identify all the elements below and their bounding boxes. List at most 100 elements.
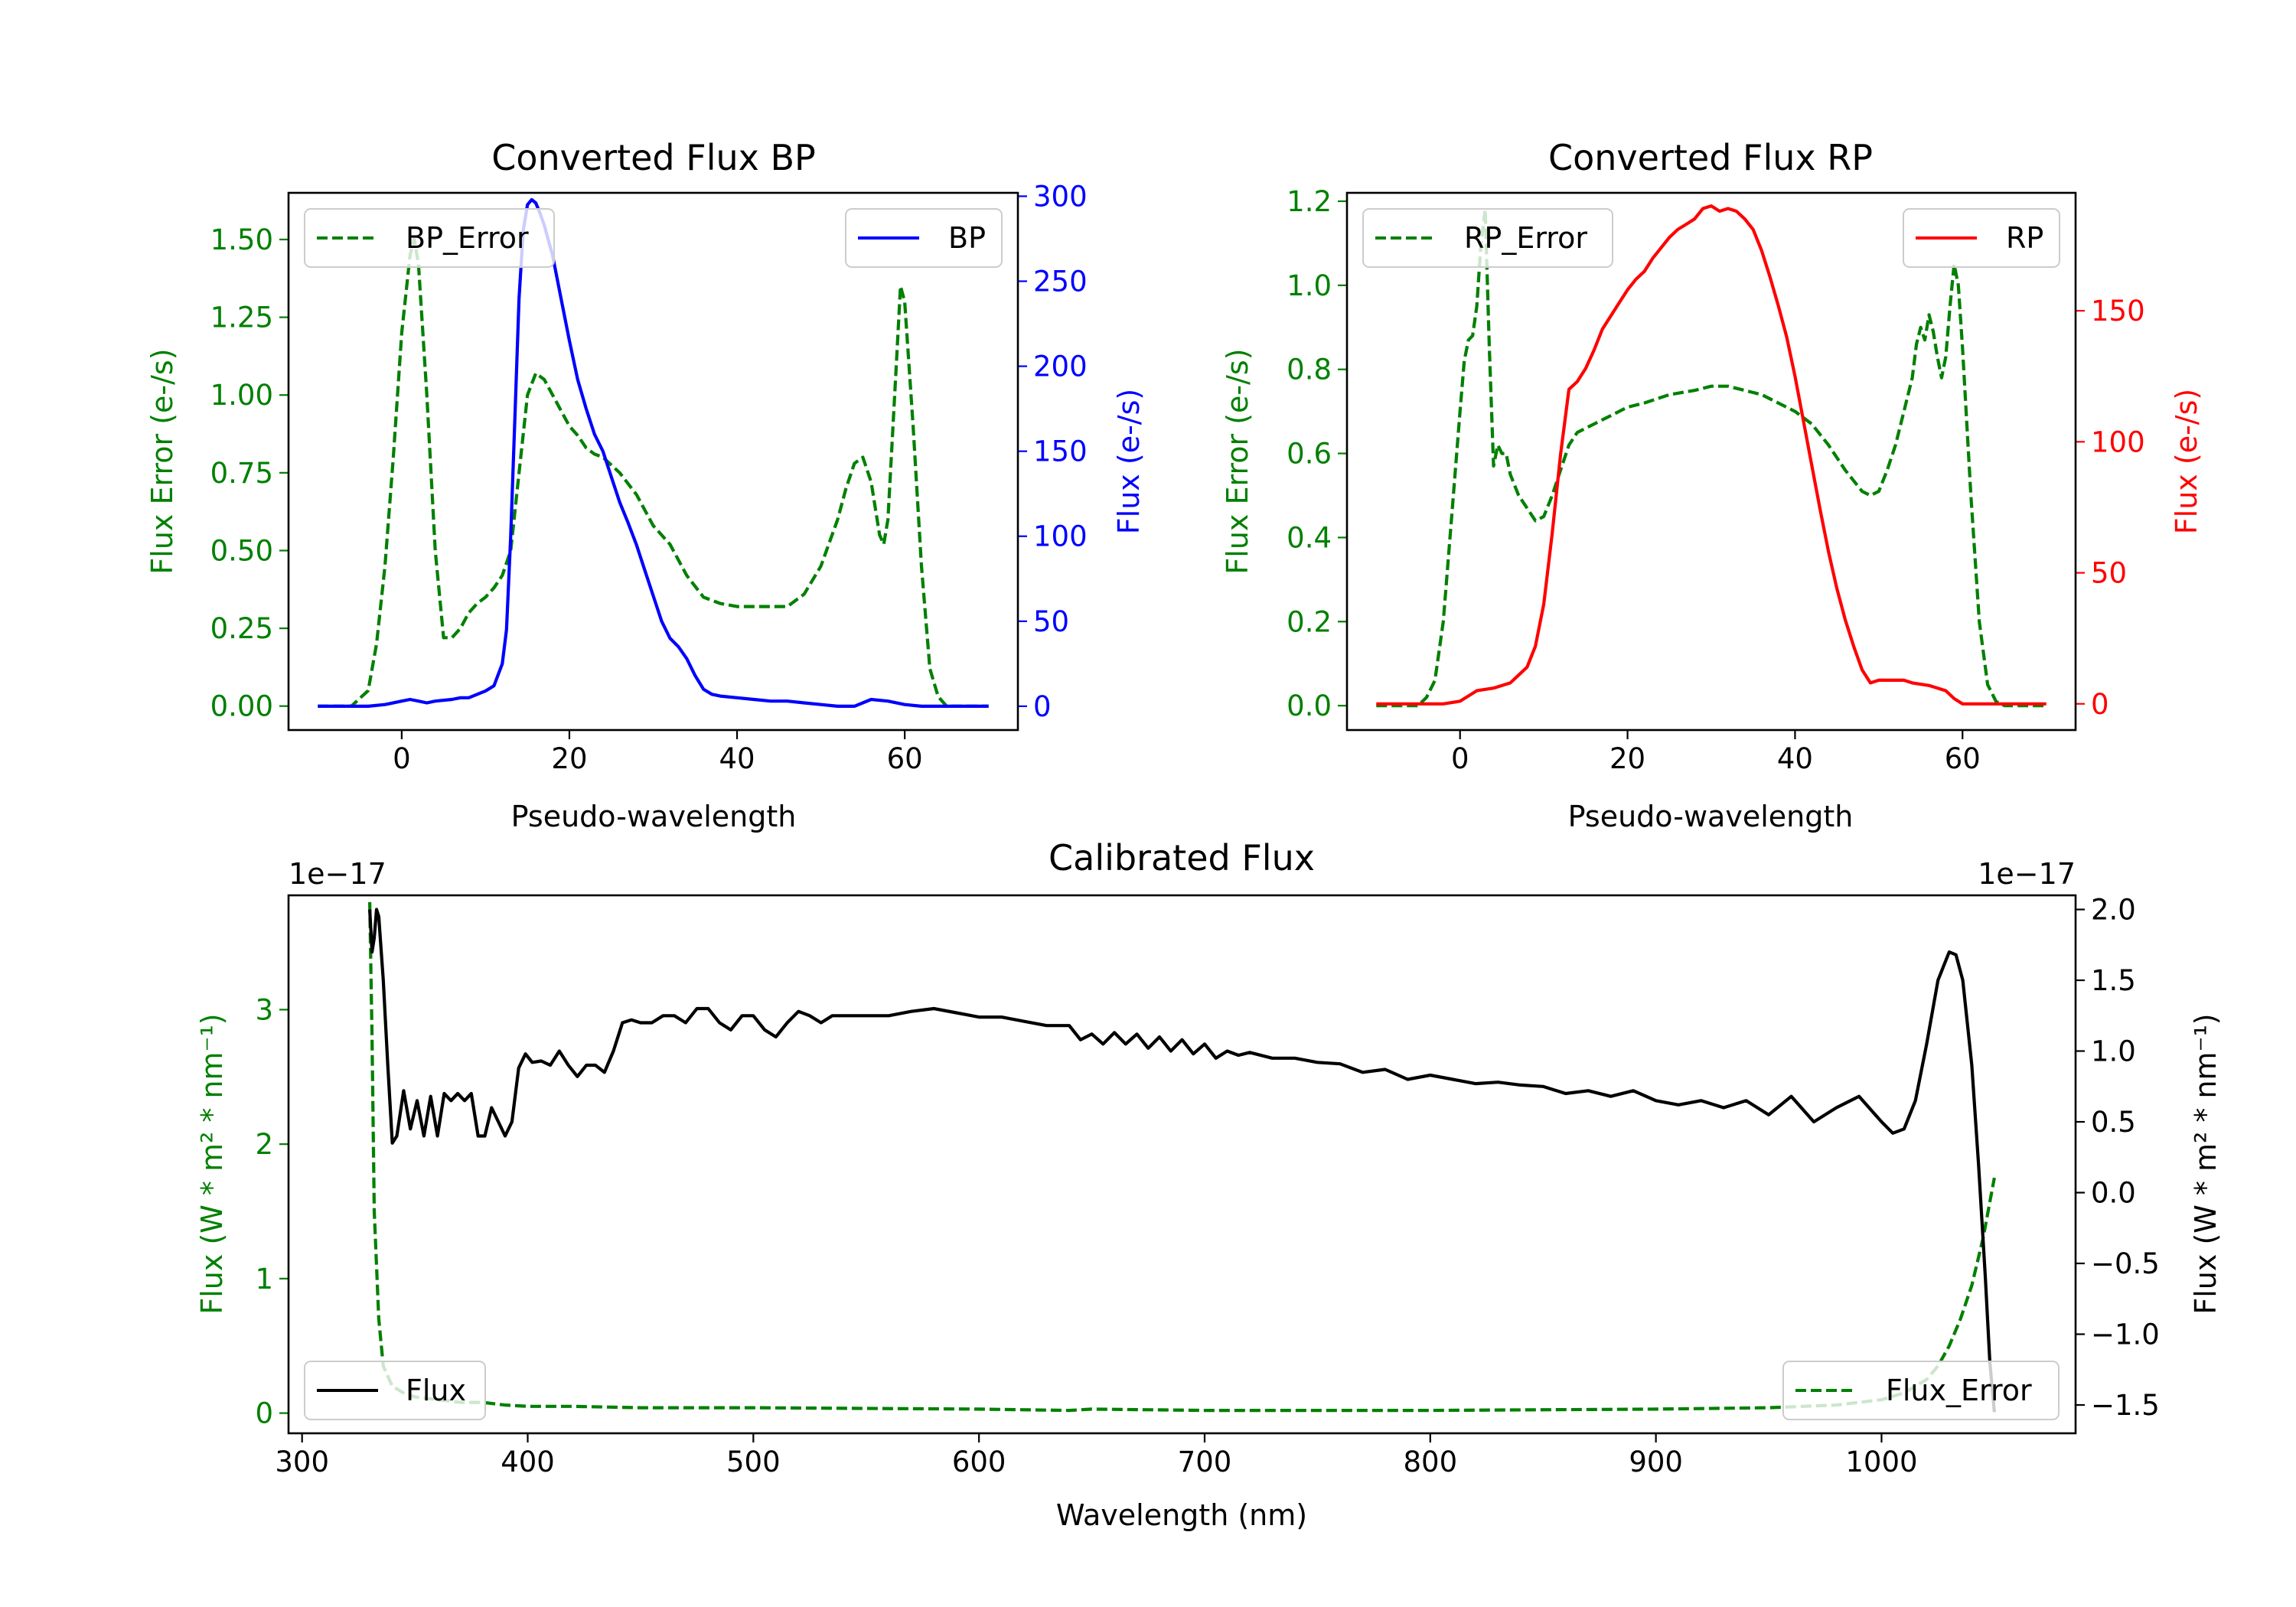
cal-plot-area <box>289 895 2076 1433</box>
cal-legend-left-box <box>304 1361 486 1420</box>
cal-scale-right: 1e−17 <box>1978 857 2076 891</box>
bp-series-bp-error <box>318 237 989 708</box>
rp-series-rp <box>1376 204 2047 706</box>
rp-y-ticks-right: 0 50 100 150 <box>2076 295 2145 721</box>
rp-legend-right-box <box>1903 208 2060 268</box>
cal-x-tick-label: 700 <box>1178 1446 1232 1478</box>
bp-x-tick-label: 40 <box>719 742 755 775</box>
cal-y-left-tick-label: 0 <box>255 1397 273 1430</box>
bp-x-ticks: 0 20 40 60 <box>393 730 923 775</box>
cal-x-tick-label: 800 <box>1403 1446 1457 1478</box>
cal-y-right-tick-label: 2.0 <box>2091 894 2136 927</box>
panel-bp: Converted Flux BP 0 20 40 60 0.000.250.500.… <box>145 137 1146 833</box>
cal-y-right-tick-label: 0.5 <box>2091 1106 2136 1139</box>
rp-y-left-tick-label: 0.2 <box>1287 605 1332 638</box>
bp-y-axis-label-left: Flux Error (e-/s) <box>145 348 179 574</box>
rp-x-tick-label: 0 <box>1451 742 1469 775</box>
cal-x-tick-label: 400 <box>501 1446 555 1478</box>
cal-series-flux <box>368 908 1996 1413</box>
bp-legend-right-box <box>845 208 1003 268</box>
bp-legend-left[interactable]: BP_Error <box>304 208 555 268</box>
cal-y-left-tick-label: 2 <box>255 1128 273 1161</box>
cal-x-tick-label: 1000 <box>1845 1446 1917 1478</box>
rp-title: Converted Flux RP <box>1548 137 1873 178</box>
cal-y-axis-label-left: Flux (W * m² * nm⁻¹) <box>195 1013 229 1314</box>
bp-y-axis-label-right: Flux (e-/s) <box>1112 389 1146 534</box>
rp-y-right-tick-label: 100 <box>2091 425 2145 458</box>
bp-x-tick-label: 20 <box>551 742 587 775</box>
rp-legend-left[interactable]: RP_Error <box>1362 208 1613 268</box>
bp-plot-area <box>289 193 1018 730</box>
cal-x-tick-label: 300 <box>275 1446 329 1478</box>
cal-y-ticks-right: 2.0 1.5 1.0 0.5 0.0 −0.5 −1.0 −1.5 <box>2076 894 2160 1422</box>
bp-x-axis-label: Pseudo-wavelength <box>511 800 797 833</box>
rp-y-right-tick-label: 0 <box>2091 688 2109 721</box>
cal-y-right-tick-label: −1.0 <box>2091 1319 2160 1351</box>
bp-y-right-tick-label: 250 <box>1033 266 1088 298</box>
cal-y-ticks-left: 0 1 2 3 <box>255 993 289 1430</box>
bp-legend-left-box <box>304 208 555 268</box>
cal-y-right-tick-label: 1.5 <box>2091 964 2136 997</box>
cal-x-axis-label: Wavelength (nm) <box>1056 1498 1307 1532</box>
cal-legend-right-label: Flux_Error <box>1886 1374 2032 1407</box>
bp-y-right-tick-label: 0 <box>1033 690 1052 723</box>
bp-y-right-tick-label: 50 <box>1033 605 1069 638</box>
bp-y-left-tick-label: 1.25 <box>210 302 273 334</box>
bp-series-bp <box>318 197 989 709</box>
rp-y-axis-label-left: Flux Error (e-/s) <box>1221 348 1254 574</box>
rp-legend-right[interactable]: RP <box>1903 208 2060 268</box>
rp-y-left-tick-label: 0.8 <box>1287 354 1332 386</box>
bp-y-left-tick-label: 0.75 <box>210 457 273 490</box>
rp-x-tick-label: 20 <box>1609 742 1645 775</box>
rp-y-ticks-left: 0.0 0.2 0.4 0.6 0.8 1.0 1.2 <box>1287 185 1347 722</box>
cal-y-left-tick-label: 1 <box>255 1263 273 1296</box>
bp-y-ticks-right: 0 50 100 150 200 250 300 <box>1018 180 1088 723</box>
bp-y-left-tick-label: 0.00 <box>210 690 273 723</box>
cal-axes-frame <box>287 894 2077 1435</box>
bp-legend-left-label: BP_Error <box>406 221 529 255</box>
rp-series <box>1376 204 2047 708</box>
bp-title: Converted Flux BP <box>491 137 816 178</box>
bp-legend-right[interactable]: BP <box>845 208 1003 268</box>
rp-x-axis-label: Pseudo-wavelength <box>1568 800 1854 833</box>
cal-legend-right-box <box>1782 1361 2060 1420</box>
cal-x-tick-label: 900 <box>1629 1446 1683 1478</box>
bp-y-right-tick-label: 100 <box>1033 520 1088 553</box>
rp-legend-right-label: RP <box>2006 221 2043 255</box>
rp-y-right-tick-label: 150 <box>2091 295 2145 328</box>
rp-y-left-tick-label: 1.2 <box>1287 185 1332 218</box>
panel-rp: Converted Flux RP 0 20 40 60 0.00.20.40.60.… <box>1221 137 2203 833</box>
cal-y-right-tick-label: −1.5 <box>2091 1389 2160 1422</box>
rp-y-right-tick-label: 50 <box>2091 557 2127 590</box>
rp-y-axis-label-right: Flux (e-/s) <box>2170 389 2203 534</box>
rp-plot-area <box>1347 193 2076 730</box>
cal-x-tick-label: 500 <box>726 1446 781 1478</box>
rp-x-tick-label: 60 <box>1945 742 1981 775</box>
rp-x-ticks: 0 20 40 60 <box>1451 730 1981 775</box>
rp-y-left-tick-label: 0.6 <box>1287 438 1332 471</box>
bp-y-ticks-left: 0.00 0.25 0.50 0.75 1.00 1.25 1.50 <box>210 223 289 723</box>
cal-y-right-tick-label: 0.0 <box>2091 1177 2136 1210</box>
bp-y-left-tick-label: 0.50 <box>210 534 273 567</box>
cal-legend-left[interactable]: Flux <box>304 1361 486 1420</box>
bp-y-right-tick-label: 300 <box>1033 180 1088 213</box>
bp-y-right-tick-label: 150 <box>1033 435 1088 468</box>
bp-y-left-tick-label: 1.50 <box>210 223 273 256</box>
panel-cal: Calibrated Flux 300 400 500 600 700 800 900 100… <box>195 837 2223 1532</box>
cal-y-right-tick-label: 1.0 <box>2091 1035 2136 1068</box>
cal-x-ticks: 300 400 500 600 700 800 900 1000 <box>275 1433 1918 1478</box>
rp-x-tick-label: 40 <box>1777 742 1813 775</box>
bp-series <box>318 197 989 709</box>
rp-legend-left-label: RP_Error <box>1464 221 1587 255</box>
cal-x-tick-label: 600 <box>952 1446 1006 1478</box>
cal-y-left-tick-label: 3 <box>255 993 273 1026</box>
cal-legend-right[interactable]: Flux_Error <box>1782 1361 2060 1420</box>
cal-scale-left: 1e−17 <box>289 857 386 891</box>
cal-title: Calibrated Flux <box>1049 837 1315 878</box>
cal-legend-left-label: Flux <box>406 1374 466 1407</box>
bp-x-tick-label: 60 <box>887 742 923 775</box>
rp-axes-frame <box>1345 191 2077 732</box>
rp-series-rp-error <box>1376 207 2047 708</box>
bp-legend-right-label: BP <box>948 221 986 255</box>
